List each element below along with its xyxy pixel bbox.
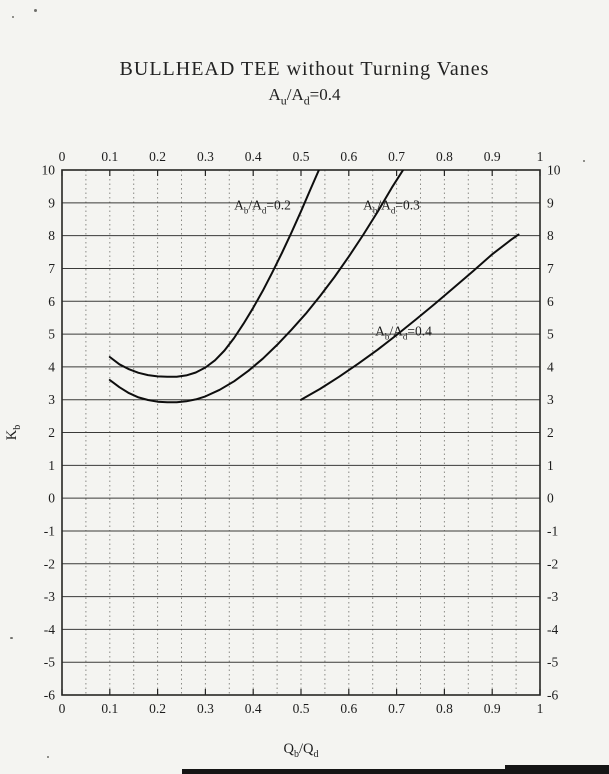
svg-text:1: 1 — [547, 458, 554, 473]
svg-text:0: 0 — [59, 701, 66, 716]
svg-text:4: 4 — [547, 359, 554, 374]
svg-text:3: 3 — [48, 392, 55, 407]
scan-speck — [12, 16, 14, 18]
svg-text:0.2: 0.2 — [149, 149, 166, 164]
svg-text:0.3: 0.3 — [197, 701, 214, 716]
svg-text:1: 1 — [537, 701, 544, 716]
svg-text:-5: -5 — [44, 655, 55, 670]
svg-text:9: 9 — [48, 195, 55, 210]
svg-text:-6: -6 — [547, 688, 558, 703]
svg-text:Qb/Qd: Qb/Qd — [284, 741, 319, 760]
svg-text:7: 7 — [48, 261, 55, 276]
svg-text:3: 3 — [547, 392, 554, 407]
svg-text:6: 6 — [48, 294, 55, 309]
chart-subtitle: Au/Ad=0.4 — [268, 85, 341, 108]
svg-text:0.8: 0.8 — [436, 149, 453, 164]
scan-speck — [34, 9, 37, 12]
svg-text:0.9: 0.9 — [484, 701, 501, 716]
svg-text:8: 8 — [48, 228, 55, 243]
svg-text:9: 9 — [547, 195, 554, 210]
svg-text:5: 5 — [547, 327, 554, 342]
chart-title: BULLHEAD TEE without Turning Vanes — [119, 58, 490, 80]
svg-text:2: 2 — [547, 425, 554, 440]
svg-text:0.6: 0.6 — [340, 149, 357, 164]
svg-text:2: 2 — [48, 425, 55, 440]
svg-text:Ab/Ad=0.2: Ab/Ad=0.2 — [234, 197, 291, 215]
svg-text:-5: -5 — [547, 655, 558, 670]
svg-text:7: 7 — [547, 261, 554, 276]
svg-text:-2: -2 — [44, 556, 55, 571]
scan-speck — [47, 756, 49, 758]
scan-artifact-bar — [505, 765, 609, 774]
svg-text:Ab/Ad=0.4: Ab/Ad=0.4 — [375, 324, 432, 342]
svg-text:4: 4 — [48, 359, 55, 374]
chart-title-block: BULLHEAD TEE without Turning Vanes Au/Ad… — [0, 58, 609, 108]
svg-text:-1: -1 — [44, 523, 55, 538]
svg-text:0.3: 0.3 — [197, 149, 214, 164]
svg-text:0.1: 0.1 — [101, 701, 118, 716]
svg-text:5: 5 — [48, 327, 55, 342]
svg-text:-2: -2 — [547, 556, 558, 571]
svg-text:10: 10 — [42, 163, 56, 178]
svg-text:0.5: 0.5 — [293, 701, 310, 716]
svg-text:-6: -6 — [44, 688, 55, 703]
svg-text:0: 0 — [59, 149, 66, 164]
svg-text:-3: -3 — [547, 589, 558, 604]
svg-text:0.4: 0.4 — [245, 149, 262, 164]
svg-text:0.7: 0.7 — [388, 149, 405, 164]
svg-text:0.9: 0.9 — [484, 149, 501, 164]
svg-text:0.8: 0.8 — [436, 701, 453, 716]
svg-text:0.7: 0.7 — [388, 701, 405, 716]
svg-text:-1: -1 — [547, 523, 558, 538]
svg-text:0: 0 — [48, 491, 55, 506]
svg-text:8: 8 — [547, 228, 554, 243]
scan-speck — [583, 160, 585, 162]
svg-text:0.1: 0.1 — [101, 149, 118, 164]
svg-text:Ab/Ad=0.3: Ab/Ad=0.3 — [363, 197, 420, 215]
svg-text:Kb: Kb — [4, 425, 23, 440]
scan-artifact-bar — [182, 769, 609, 774]
svg-text:1: 1 — [48, 458, 55, 473]
svg-text:0: 0 — [547, 491, 554, 506]
svg-text:-3: -3 — [44, 589, 55, 604]
svg-text:6: 6 — [547, 294, 554, 309]
svg-text:0.6: 0.6 — [340, 701, 357, 716]
scan-speck — [10, 637, 13, 639]
svg-text:0.2: 0.2 — [149, 701, 166, 716]
svg-text:10: 10 — [547, 163, 561, 178]
svg-text:1: 1 — [537, 149, 544, 164]
svg-text:-4: -4 — [547, 622, 558, 637]
svg-text:0.4: 0.4 — [245, 701, 262, 716]
svg-text:-4: -4 — [44, 622, 55, 637]
svg-text:0.5: 0.5 — [293, 149, 310, 164]
